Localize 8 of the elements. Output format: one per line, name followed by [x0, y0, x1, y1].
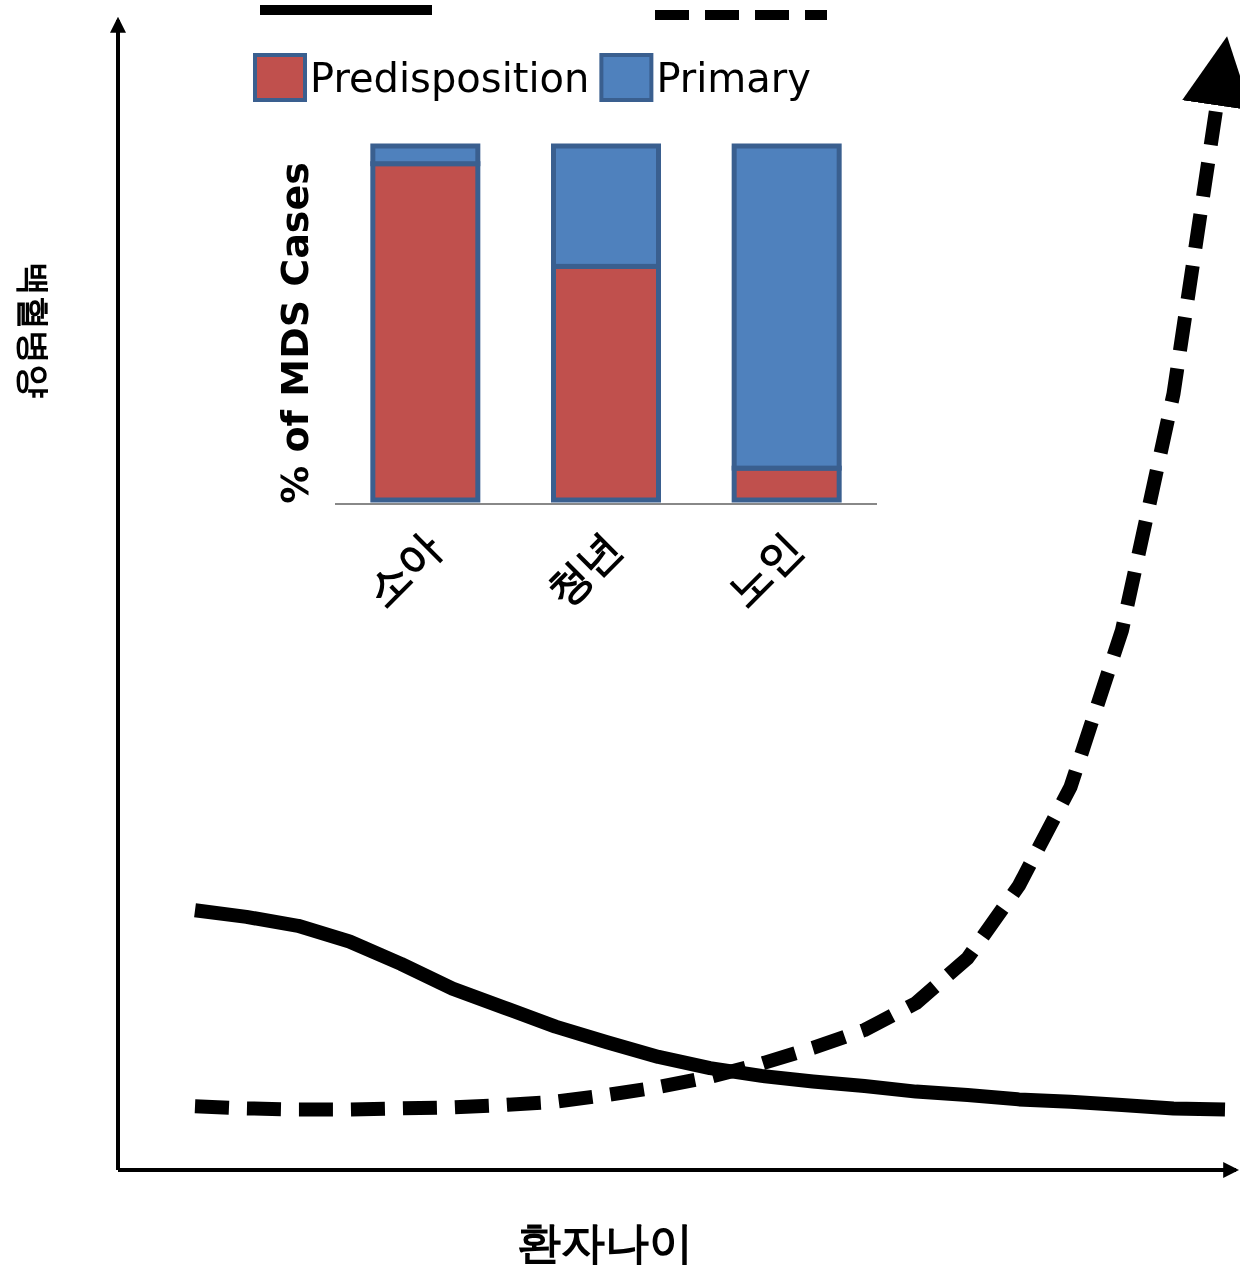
x-tick-label: 청년: [537, 522, 632, 617]
y-axis-title: % of MDS Cases: [273, 162, 317, 504]
legend-label: Primary: [656, 55, 811, 101]
x-axis-title: 환자나이: [517, 1217, 693, 1267]
x-tick-label: 소아: [356, 522, 451, 617]
x-tick-label: 노인: [717, 522, 812, 617]
y-axis-title: 백혈병양: [14, 262, 54, 398]
legend-label: Predisposition: [310, 55, 590, 101]
